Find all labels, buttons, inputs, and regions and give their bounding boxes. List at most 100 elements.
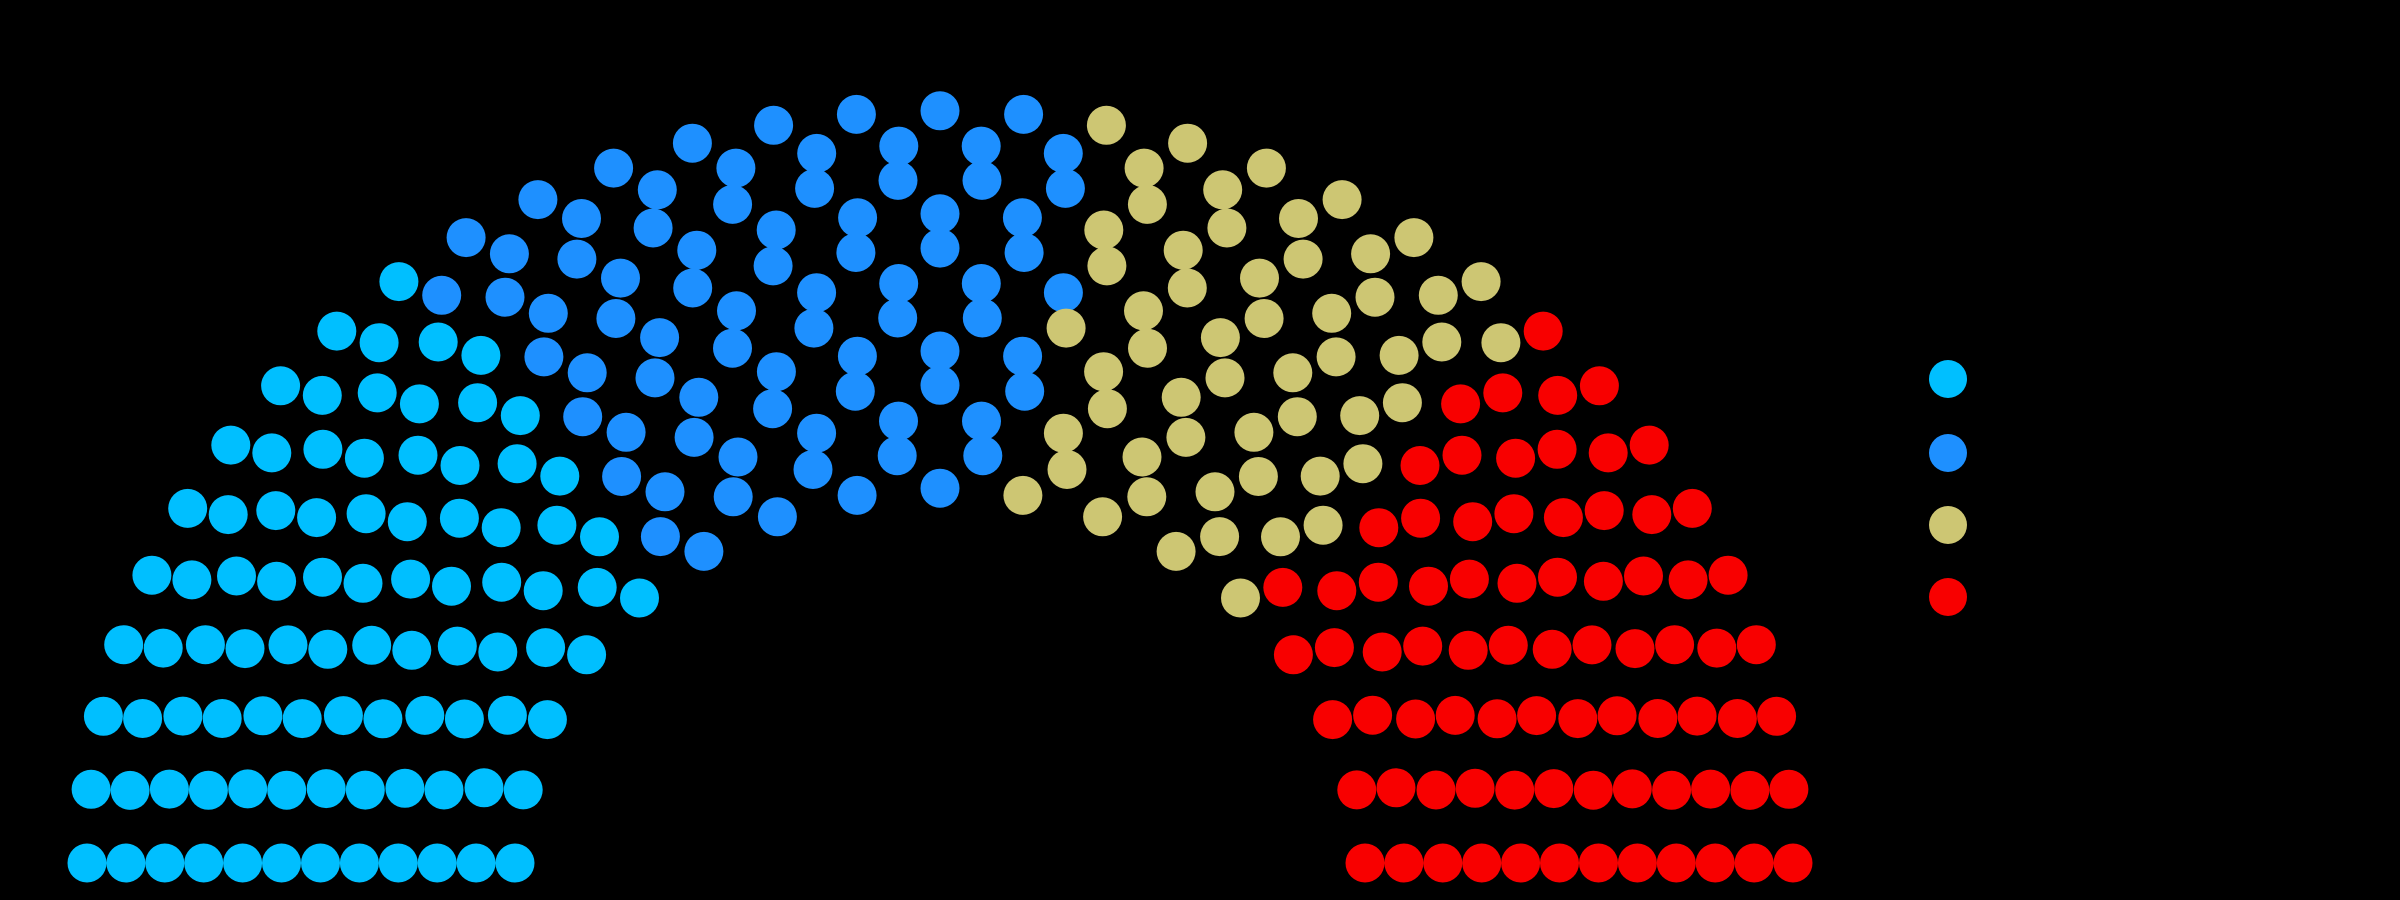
- seat-dot: [961, 264, 1001, 303]
- seat-dot: [836, 233, 876, 272]
- seat-dot: [1263, 567, 1303, 607]
- seat-dot: [478, 632, 518, 672]
- seat-dot: [487, 695, 527, 735]
- seat-dot: [1156, 531, 1196, 571]
- seat-dot: [717, 291, 756, 331]
- seat-dot: [303, 429, 343, 469]
- seat-dot: [485, 277, 525, 317]
- seat-dot: [920, 194, 960, 234]
- seat-dot: [1004, 94, 1044, 134]
- seat-dot: [1656, 843, 1696, 883]
- seat-dot: [1695, 843, 1735, 883]
- seat-dot: [424, 770, 464, 810]
- seat-dot: [399, 384, 439, 424]
- seat-dot: [1717, 699, 1757, 738]
- seat-dot: [188, 770, 228, 810]
- seat-dot: [495, 843, 535, 883]
- seat-dot: [1455, 768, 1495, 808]
- seat-dot: [920, 365, 960, 405]
- seat-dot: [518, 180, 558, 220]
- seat-dot: [1355, 277, 1395, 317]
- seat-dot: [317, 311, 357, 351]
- seat-dot: [385, 768, 425, 808]
- seat-dot: [1523, 311, 1563, 351]
- seat-dot: [1769, 769, 1809, 809]
- seat-dot: [257, 561, 297, 601]
- seat-dot: [1047, 450, 1087, 489]
- seat-dot: [756, 210, 796, 250]
- seat-dot: [345, 770, 385, 810]
- seat-dot: [172, 560, 212, 600]
- seat-dot: [879, 264, 919, 303]
- seat-dot: [797, 273, 837, 313]
- seat-dot: [432, 566, 471, 606]
- seat-dot: [461, 335, 501, 375]
- seat-dot: [489, 234, 529, 274]
- seat-dot: [223, 843, 263, 883]
- seat-dot: [1496, 438, 1536, 478]
- seat-dot: [1617, 843, 1657, 883]
- seat-dot: [106, 843, 146, 883]
- seat-dot: [1538, 557, 1577, 597]
- seat-dot: [920, 228, 960, 268]
- seat-dot: [1416, 770, 1456, 810]
- seat-dot: [1691, 769, 1731, 809]
- seat-dot: [1122, 437, 1162, 477]
- seat-dot: [713, 477, 753, 517]
- seat-dot: [878, 160, 918, 200]
- seat-dot: [104, 625, 144, 665]
- seat-dot: [439, 498, 479, 538]
- seat-dot: [418, 322, 458, 362]
- seat-dot: [640, 318, 680, 358]
- seat-dot: [185, 625, 225, 665]
- seat-dot: [1532, 629, 1572, 669]
- seat-dot: [713, 328, 752, 368]
- seat-dot: [526, 628, 566, 668]
- seat-dot: [716, 148, 756, 188]
- seat-dot: [1708, 555, 1748, 595]
- seat-dot: [1163, 230, 1203, 270]
- seat-dot: [225, 629, 265, 669]
- seat-dot: [1461, 262, 1501, 302]
- seat-dot: [1394, 218, 1434, 258]
- seat-dot: [1435, 695, 1475, 735]
- seat-dot: [753, 389, 793, 429]
- seat-dot: [145, 843, 185, 883]
- seat-dot: [1501, 843, 1541, 883]
- seat-dot: [1488, 625, 1528, 665]
- seat-dot: [1043, 133, 1083, 173]
- seat-dot: [1316, 337, 1356, 377]
- seat-dot: [268, 625, 308, 665]
- seat-dot: [879, 401, 918, 441]
- seat-dot: [754, 105, 794, 145]
- seat-dot: [963, 436, 1003, 476]
- seat-dot: [1340, 396, 1380, 436]
- seat-dot: [1382, 383, 1422, 423]
- seat-dot: [228, 769, 268, 809]
- seat-dot: [1240, 258, 1279, 298]
- seat-dot: [562, 199, 601, 238]
- seat-dot: [481, 508, 521, 548]
- seat-dot: [1273, 353, 1313, 393]
- seat-dot: [391, 559, 431, 599]
- seat-dot: [1046, 308, 1086, 348]
- seat-dot: [580, 517, 619, 557]
- seat-dot: [1734, 843, 1774, 883]
- seat-dot: [1343, 444, 1383, 484]
- seat-dot: [1124, 148, 1164, 188]
- seat-dot: [1572, 625, 1612, 665]
- seat-dot: [1615, 629, 1655, 669]
- seat-dot: [503, 770, 543, 810]
- seat-dot: [596, 299, 636, 338]
- seat-dot: [83, 696, 123, 736]
- seat-dot: [567, 353, 607, 393]
- seat-dot: [635, 358, 675, 398]
- seat-dot: [1195, 472, 1235, 512]
- seat-dot: [1540, 843, 1579, 883]
- seat-dot: [1322, 180, 1362, 220]
- seat-dot: [606, 412, 646, 452]
- seat-dot: [1166, 417, 1206, 457]
- seat-dot: [1312, 293, 1352, 333]
- seat-dot: [797, 413, 837, 453]
